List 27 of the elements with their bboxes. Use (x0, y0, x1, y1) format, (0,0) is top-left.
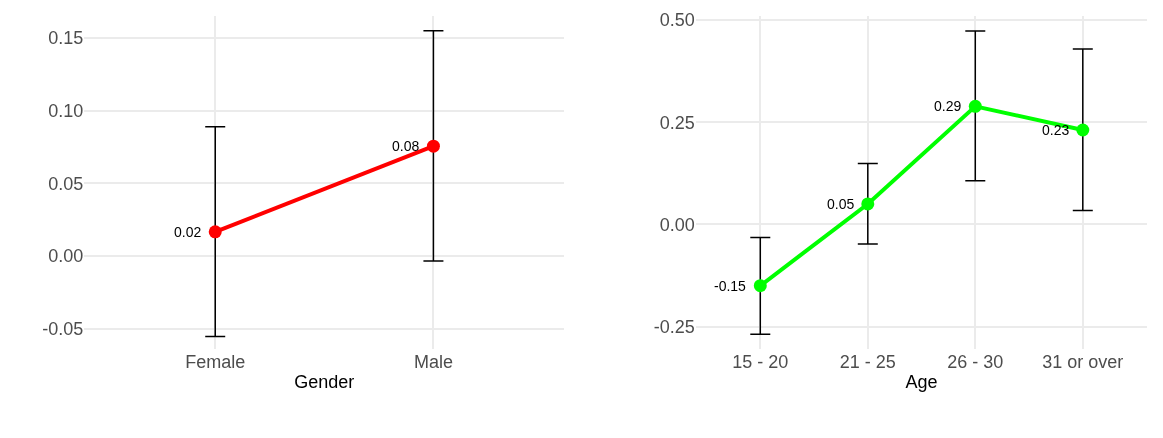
y-tick-label: -0.25 (653, 316, 695, 337)
x-tick-label: 26 - 30 (947, 352, 1004, 373)
x-tick-label: Male (413, 352, 453, 373)
x-axis-title: Gender (294, 372, 355, 393)
x-tick-label: 21 - 25 (839, 352, 896, 373)
y-tick-label: 0.50 (659, 10, 695, 31)
y-tick-label: 0.00 (48, 246, 84, 267)
data-label: 0.23 (1042, 122, 1070, 138)
y-tick-label: 0.15 (48, 28, 84, 49)
y-tick-label: 0.05 (48, 173, 84, 194)
data-label: 0.02 (174, 224, 202, 240)
x-tick-label: Female (185, 352, 246, 373)
data-label: -0.15 (714, 278, 747, 294)
y-tick-label: 0.00 (659, 214, 695, 235)
point (861, 197, 875, 211)
data-label: 0.08 (392, 138, 420, 154)
x-tick-label: 31 or over (1042, 352, 1124, 373)
point (753, 279, 767, 293)
x-axis-title: Age (905, 372, 938, 393)
x-tick-label: 15 - 20 (732, 352, 789, 373)
data-label: 0.29 (934, 98, 962, 114)
point (1076, 123, 1090, 137)
data-label: 0.05 (827, 196, 855, 212)
y-tick-label: -0.05 (42, 318, 84, 339)
y-tick-label: 0.25 (659, 112, 695, 133)
y-tick-label: 0.10 (48, 100, 84, 121)
point (968, 99, 982, 113)
